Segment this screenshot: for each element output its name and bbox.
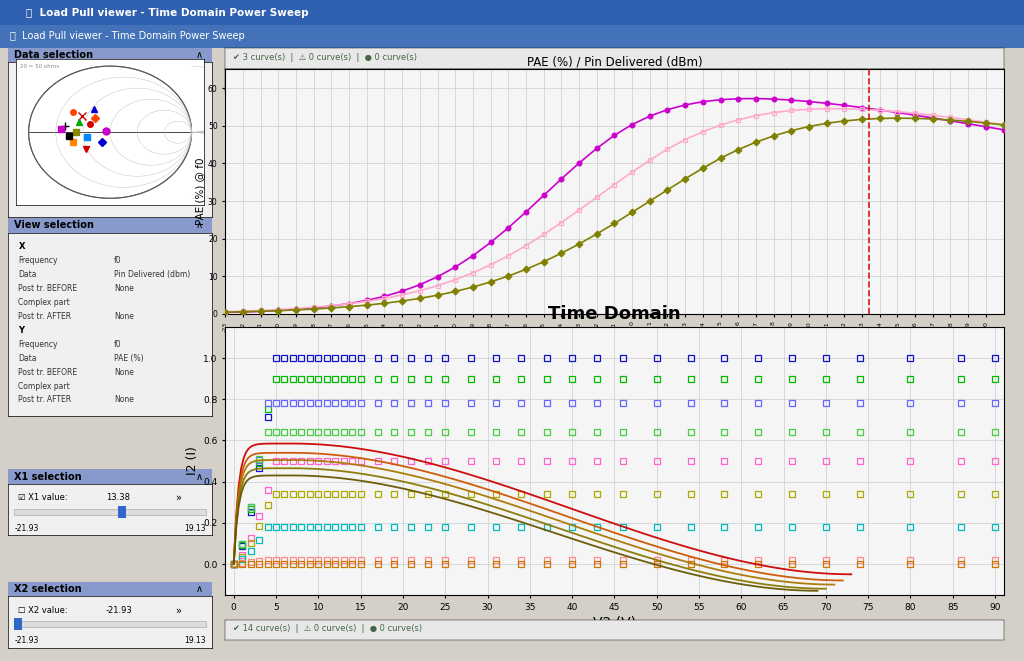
Bar (80, 93, 151, 115)
Text: Gamma load   Gamma source: Gamma load Gamma source (18, 77, 143, 87)
Text: ✔ 3 curve(s)  |  ⚠ 0 curve(s)  |  ● 0 curve(s): ✔ 3 curve(s) | ⚠ 0 curve(s) | ● 0 curve(… (233, 53, 417, 62)
Bar (118, 506, 126, 518)
Text: -21.93: -21.93 (14, 524, 39, 533)
Text: 20 = 50 ohms: 20 = 50 ohms (20, 64, 59, 69)
Text: -21.93: -21.93 (106, 605, 133, 615)
Title: PAE (%) / Pin Delivered (dBm): PAE (%) / Pin Delivered (dBm) (526, 56, 702, 68)
X-axis label: Pin Delivered (dBm) @ f0: Pin Delivered (dBm) @ f0 (549, 334, 680, 344)
Text: Post tr. AFTER: Post tr. AFTER (18, 312, 72, 321)
Text: ✔ 14 curve(s)  |  ⚠ 0 curve(s)  |  ● 0 curve(s): ✔ 14 curve(s) | ⚠ 0 curve(s) | ● 0 curve… (233, 625, 422, 633)
Text: Post tr. BEFORE: Post tr. BEFORE (18, 368, 78, 377)
Text: Curves ▾    Options ▾: Curves ▾ Options ▾ (233, 74, 333, 84)
Text: f0: f0 (114, 340, 122, 348)
Text: PAE (%): PAE (%) (114, 354, 143, 363)
Text: f0: f0 (114, 256, 122, 265)
Text: Y: Y (18, 326, 25, 334)
Bar (14, 621, 206, 627)
Text: Data: Data (18, 270, 37, 279)
Y-axis label: PAE (%) @ f0: PAE (%) @ f0 (196, 158, 205, 225)
Text: Frequency: Frequency (18, 256, 58, 265)
Text: Harmonic:: Harmonic: (18, 99, 61, 108)
Text: 📊  Load Pull viewer - Time Domain Power Sweep: 📊 Load Pull viewer - Time Domain Power S… (10, 31, 245, 42)
Text: 19.13: 19.13 (184, 637, 206, 645)
Text: X: X (18, 242, 25, 251)
X-axis label: V2 (V): V2 (V) (593, 615, 636, 630)
Text: ☐ X2 value:: ☐ X2 value: (18, 605, 68, 615)
Text: Data selection: Data selection (14, 50, 93, 60)
Text: ∧: ∧ (196, 471, 203, 482)
Text: ☑ X1 value:: ☑ X1 value: (18, 493, 68, 502)
Text: Post tr. AFTER: Post tr. AFTER (18, 395, 72, 405)
Text: »: » (175, 605, 181, 615)
Text: -21.93: -21.93 (14, 637, 39, 645)
Text: None: None (114, 368, 134, 377)
Text: Data: Data (18, 354, 37, 363)
Text: Complex part: Complex part (18, 381, 70, 391)
Text: None: None (114, 284, 134, 293)
Text: ∧: ∧ (196, 50, 203, 60)
Text: 📈  Load Pull viewer - Time Domain Power Sweep: 📈 Load Pull viewer - Time Domain Power S… (26, 7, 308, 18)
Text: X1 selection: X1 selection (14, 471, 82, 482)
Text: 13.38: 13.38 (106, 493, 130, 502)
Y-axis label: I2 (I): I2 (I) (186, 447, 199, 475)
Text: Pin Delivered (dbm): Pin Delivered (dbm) (114, 270, 190, 279)
Text: Post tr. BEFORE: Post tr. BEFORE (18, 284, 78, 293)
Text: View selection: View selection (14, 220, 94, 231)
Text: ∧: ∧ (196, 584, 203, 594)
Text: Complex part: Complex part (18, 297, 70, 307)
Text: None: None (114, 312, 134, 321)
Bar (14, 618, 23, 630)
Text: f0: f0 (86, 99, 94, 108)
Bar (14, 508, 206, 515)
Text: X2 selection: X2 selection (14, 584, 82, 594)
Text: 19.13: 19.13 (184, 524, 206, 533)
Title: Time Domain: Time Domain (548, 305, 681, 323)
Text: Frequency: Frequency (18, 340, 58, 348)
Text: None: None (114, 395, 134, 405)
Text: ∧: ∧ (196, 220, 203, 231)
Text: »: » (175, 493, 181, 503)
Text: f0   ▼: f0 ▼ (84, 99, 104, 108)
